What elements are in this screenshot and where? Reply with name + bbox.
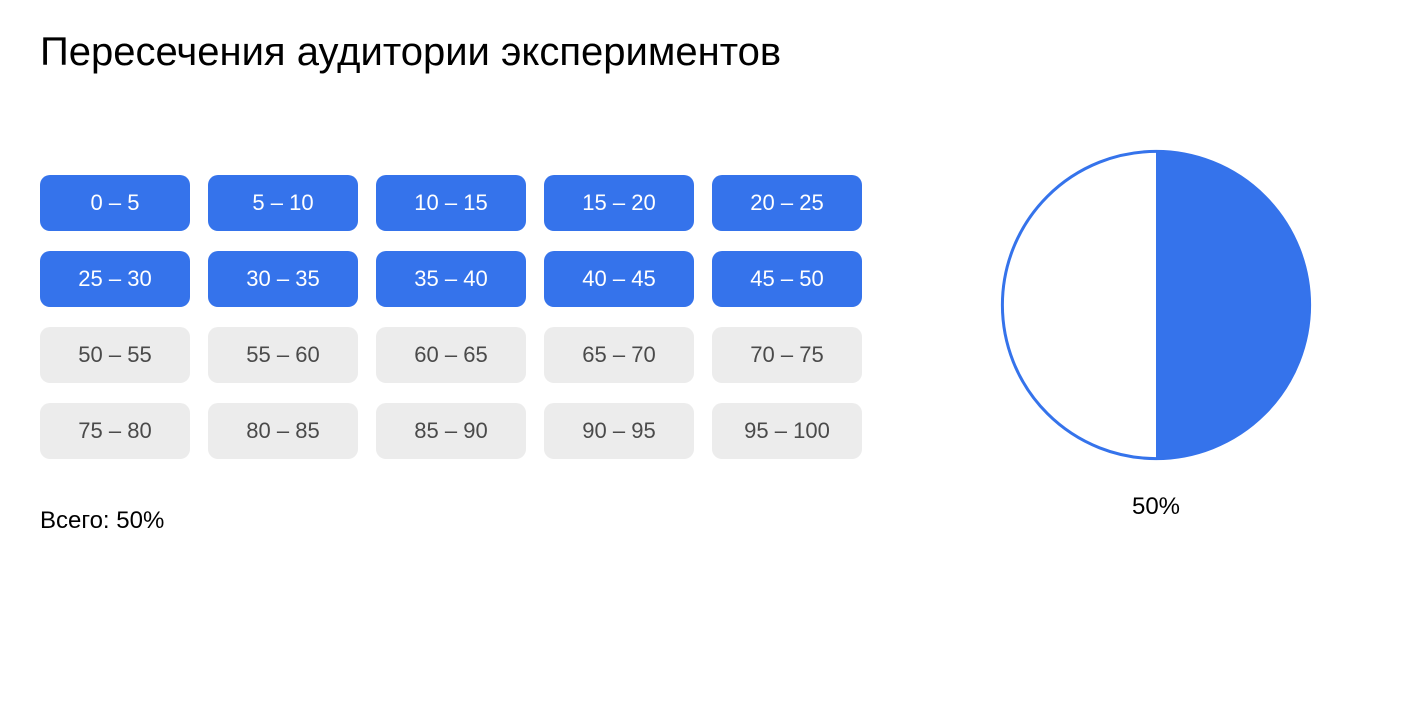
range-chip[interactable]: 30 – 35 <box>208 251 358 307</box>
pie-percent-label: 50% <box>1132 493 1180 521</box>
range-chip[interactable]: 15 – 20 <box>544 175 694 231</box>
pie-slice <box>1156 151 1310 458</box>
range-chip[interactable]: 55 – 60 <box>208 327 358 383</box>
pie-svg <box>996 145 1316 465</box>
range-chip[interactable]: 90 – 95 <box>544 403 694 459</box>
page-root: Пересечения аудитории экспериментов 0 – … <box>0 0 1416 710</box>
range-chip[interactable]: 95 – 100 <box>712 403 862 459</box>
range-chip[interactable]: 85 – 90 <box>376 403 526 459</box>
page-title: Пересечения аудитории экспериментов <box>40 30 1376 75</box>
content-row: 0 – 5 5 – 10 10 – 15 15 – 20 20 – 25 25 – 30 3… <box>40 175 1376 535</box>
range-chip[interactable]: 10 – 15 <box>376 175 526 231</box>
range-chip[interactable]: 0 – 5 <box>40 175 190 231</box>
range-chip[interactable]: 70 – 75 <box>712 327 862 383</box>
range-chip[interactable]: 20 – 25 <box>712 175 862 231</box>
range-chip[interactable]: 80 – 85 <box>208 403 358 459</box>
range-chip[interactable]: 40 – 45 <box>544 251 694 307</box>
range-chip[interactable]: 5 – 10 <box>208 175 358 231</box>
pie-panel: 50% <box>996 145 1316 521</box>
chips-panel: 0 – 5 5 – 10 10 – 15 15 – 20 20 – 25 25 – 30 3… <box>40 175 862 535</box>
range-chip[interactable]: 45 – 50 <box>712 251 862 307</box>
range-chip[interactable]: 25 – 30 <box>40 251 190 307</box>
pie-chart <box>996 145 1316 465</box>
range-chip[interactable]: 65 – 70 <box>544 327 694 383</box>
range-chip[interactable]: 50 – 55 <box>40 327 190 383</box>
range-chip[interactable]: 75 – 80 <box>40 403 190 459</box>
range-chip[interactable]: 60 – 65 <box>376 327 526 383</box>
total-label: Всего: 50% <box>40 507 862 535</box>
chips-grid: 0 – 5 5 – 10 10 – 15 15 – 20 20 – 25 25 – 30 3… <box>40 175 862 459</box>
range-chip[interactable]: 35 – 40 <box>376 251 526 307</box>
